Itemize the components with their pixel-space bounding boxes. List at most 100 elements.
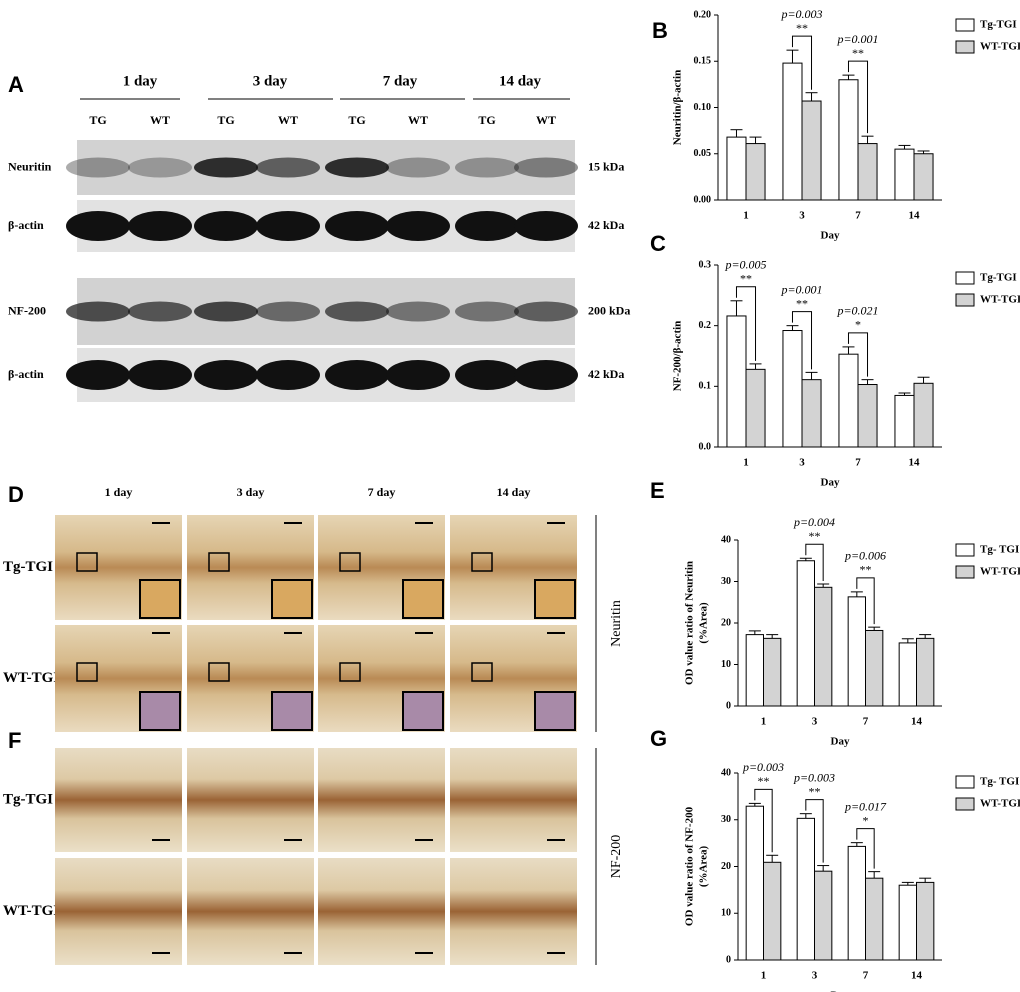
legend-label: WT-TGI (980, 798, 1020, 810)
blot-band (256, 301, 320, 322)
y-tick-label: 40 (721, 767, 731, 778)
y-axis-label: Neuritin/β-actin (672, 70, 684, 145)
blot-band (455, 360, 519, 390)
bar (745, 143, 766, 201)
legend-swatch (955, 40, 975, 54)
x-tick-label: 1 (743, 457, 749, 469)
y-tick-label: 30 (721, 576, 731, 587)
micrograph (187, 858, 314, 965)
day-label: 14 day (497, 485, 531, 499)
blot-band (325, 360, 389, 390)
day-label: 3 day (237, 485, 265, 499)
significance-bracket (754, 788, 773, 853)
row-label: β-actin (8, 218, 44, 232)
significance-stars: ** (809, 529, 821, 543)
x-axis-label: Day (831, 990, 850, 992)
day-label: 3 day (253, 73, 288, 89)
micrograph (450, 748, 577, 852)
micrograph (318, 858, 445, 965)
blot-band (325, 157, 389, 178)
legend-swatch (955, 775, 975, 789)
row-label: Tg-TGI (3, 559, 53, 575)
significance-bracket (805, 543, 824, 581)
significance-bracket (791, 35, 813, 90)
x-tick-label: 3 (812, 970, 818, 982)
day-label: 1 day (123, 73, 158, 89)
roi-box (339, 662, 361, 682)
x-tick-label: 3 (799, 457, 805, 469)
blot-band (386, 301, 450, 322)
significance-stars: ** (796, 21, 808, 35)
legend-label: Tg- TGI (980, 544, 1019, 556)
y-tick-label: 0.10 (694, 102, 712, 113)
micrograph (55, 858, 182, 965)
legend-label: Tg-TGI (980, 272, 1017, 284)
blot-band (128, 157, 192, 178)
y-tick-label: 0.0 (699, 441, 712, 452)
bar (801, 100, 822, 201)
inset (271, 579, 313, 619)
marker-label: Neuritin (609, 600, 624, 647)
significance-stars: * (863, 813, 869, 827)
roi-box (471, 552, 493, 572)
bar (913, 382, 934, 448)
bar (726, 315, 747, 448)
bar (782, 62, 803, 201)
y-tick-label: 0.2 (699, 320, 712, 331)
significance-stars: ** (758, 774, 770, 788)
bar (745, 805, 764, 961)
blot-band (256, 211, 320, 241)
roi-box (76, 662, 98, 682)
x-tick-label: 14 (909, 210, 921, 222)
x-tick-label: 7 (855, 210, 861, 222)
bar (838, 353, 859, 448)
bar (814, 870, 833, 961)
size-label: 15 kDa (588, 159, 624, 173)
significance-bracket (735, 286, 757, 361)
y-tick-label: 0.15 (694, 56, 712, 67)
row-label: WT-TGI (3, 903, 59, 919)
p-value: p=0.001 (780, 282, 822, 296)
bar (814, 586, 833, 707)
panel-letter: A (8, 72, 24, 97)
x-tick-label: 7 (855, 457, 861, 469)
roi-box (208, 662, 230, 682)
bar (763, 637, 782, 707)
panel-letter: D (8, 482, 24, 507)
inset (271, 691, 313, 731)
legend-label: Tg-TGI (980, 19, 1017, 31)
blot-band (386, 360, 450, 390)
p-value: p=0.021 (836, 304, 878, 318)
blot-band (514, 157, 578, 178)
bar (796, 817, 815, 961)
significance-bracket (791, 311, 813, 370)
bar (838, 79, 859, 201)
y-tick-label: 0.05 (694, 148, 712, 159)
legend-label: WT-TGI (980, 294, 1020, 306)
bar (894, 394, 915, 448)
panel-letter: G (650, 726, 667, 751)
bar (801, 379, 822, 448)
row-label: NF-200 (8, 303, 46, 317)
bar (745, 634, 764, 707)
lane-label: TG (478, 113, 495, 127)
blot-band (194, 211, 258, 241)
p-value: p=0.005 (724, 258, 766, 272)
micrograph (187, 748, 314, 852)
row-label: β-actin (8, 367, 44, 381)
p-value: p=0.017 (844, 799, 887, 813)
day-label: 1 day (105, 485, 133, 499)
significance-bracket (847, 332, 869, 377)
panel-letter: E (650, 478, 665, 503)
y-tick-label: 0.20 (694, 9, 712, 20)
x-tick-label: 14 (911, 716, 923, 728)
inset (139, 579, 181, 619)
significance-bracket (856, 828, 875, 869)
significance-bracket (847, 60, 869, 134)
y-axis-label: (%Area) (698, 602, 710, 644)
day-label: 7 day (383, 73, 418, 89)
x-tick-label: 14 (909, 457, 921, 469)
roi-box (76, 552, 98, 572)
x-tick-label: 7 (863, 716, 869, 728)
